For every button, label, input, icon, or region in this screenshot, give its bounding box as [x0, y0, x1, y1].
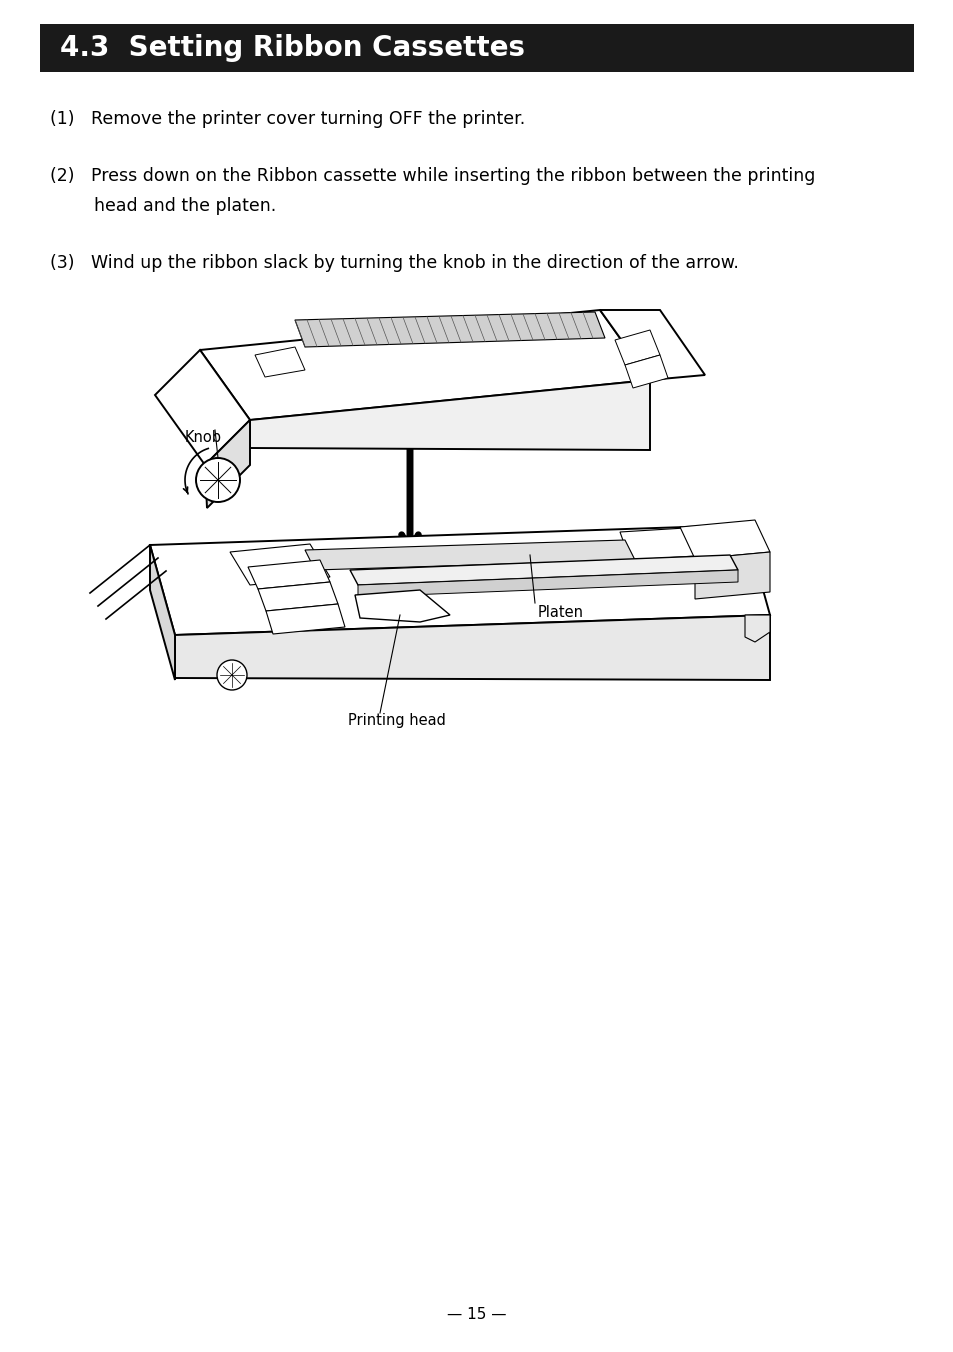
Polygon shape	[744, 615, 769, 642]
Polygon shape	[150, 545, 174, 680]
Text: Knob: Knob	[185, 430, 222, 445]
Polygon shape	[230, 544, 330, 585]
Polygon shape	[254, 347, 305, 377]
Polygon shape	[357, 571, 738, 598]
Polygon shape	[205, 420, 250, 508]
Polygon shape	[248, 560, 330, 589]
Text: 4.3  Setting Ribbon Cassettes: 4.3 Setting Ribbon Cassettes	[60, 34, 524, 62]
Polygon shape	[250, 380, 649, 450]
Text: head and the platen.: head and the platen.	[50, 197, 276, 215]
Polygon shape	[200, 310, 649, 420]
Polygon shape	[174, 615, 769, 680]
Polygon shape	[266, 604, 345, 634]
Polygon shape	[355, 589, 450, 622]
Polygon shape	[624, 356, 667, 388]
Text: Platen: Platen	[537, 604, 583, 621]
Polygon shape	[150, 525, 769, 635]
Polygon shape	[599, 310, 704, 380]
Text: (3)   Wind up the ribbon slack by turning the knob in the direction of the arrow: (3) Wind up the ribbon slack by turning …	[50, 254, 739, 272]
Polygon shape	[615, 330, 659, 365]
Circle shape	[195, 458, 240, 502]
Polygon shape	[294, 312, 604, 347]
Polygon shape	[305, 539, 635, 571]
Polygon shape	[154, 350, 250, 465]
Polygon shape	[679, 521, 769, 558]
Circle shape	[216, 660, 247, 690]
Text: Printing head: Printing head	[348, 713, 445, 727]
Text: (1)   Remove the printer cover turning OFF the printer.: (1) Remove the printer cover turning OFF…	[50, 110, 525, 128]
Polygon shape	[695, 552, 769, 599]
Polygon shape	[350, 556, 738, 585]
Bar	[40, 24, 913, 72]
Text: — 15 —: — 15 —	[447, 1307, 506, 1322]
Polygon shape	[257, 581, 337, 611]
Polygon shape	[619, 525, 760, 560]
Text: (2)   Press down on the Ribbon cassette while inserting the ribbon between the p: (2) Press down on the Ribbon cassette wh…	[50, 168, 815, 185]
